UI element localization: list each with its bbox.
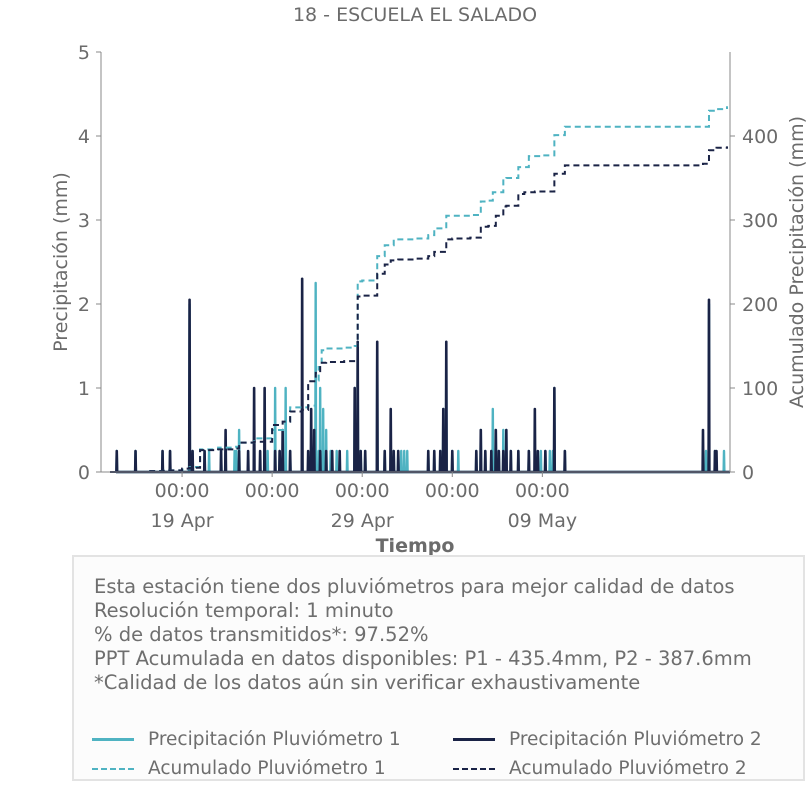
- x-tick-date-label: 29 Apr: [331, 510, 394, 532]
- chart-title: 18 - ESCUELA EL SALADO: [293, 4, 537, 26]
- legend-label-a2: Acumulado Pluviómetro 2: [509, 758, 747, 779]
- y-tick-label: 3: [78, 210, 90, 232]
- plot-area: [110, 106, 730, 474]
- info-line-accumulated: PPT Acumulada en datos disponibles: P1 -…: [94, 647, 752, 670]
- x-tick-date-label: 09 May: [508, 510, 578, 532]
- y-axis-label: Precipitación (mm): [50, 172, 72, 352]
- legend-swatch-a1: [92, 767, 134, 770]
- info-text: Esta estación tiene dos pluviómetros par…: [94, 575, 752, 695]
- info-line-resolution: Resolución temporal: 1 minuto: [94, 599, 394, 622]
- legend-item-p1: Precipitación Pluviómetro 1: [92, 729, 401, 750]
- y2-tick-label: 100: [742, 378, 778, 400]
- info-line-stations: Esta estación tiene dos pluviómetros par…: [94, 575, 735, 598]
- legend-item-p2: Precipitación Pluviómetro 2: [453, 729, 762, 750]
- x-axis-label: Tiempo: [376, 535, 455, 555]
- legend-item-a2: Acumulado Pluviómetro 2: [453, 758, 747, 779]
- series-line-1: [115, 281, 730, 474]
- info-panel: Esta estación tiene dos pluviómetros par…: [72, 555, 805, 781]
- legend-item-a1: Acumulado Pluviómetro 1: [92, 758, 386, 779]
- y2-tick-label: 0: [742, 462, 754, 484]
- series-line-4: [110, 146, 728, 473]
- info-line-transmitted: % de datos transmitidos*: 97.52%: [94, 623, 429, 646]
- legend-swatch-p1: [92, 738, 134, 741]
- axes: 0 1 2 3 4 5 0 100 200 300 400 00:00 19 Apr 00:00 00:00…: [78, 42, 778, 532]
- x-tick-label: 00:00: [155, 480, 210, 502]
- y2-tick-label: 200: [742, 294, 778, 316]
- y-tick-label: 5: [78, 42, 90, 64]
- legend-label-p2: Precipitación Pluviómetro 2: [509, 729, 762, 750]
- y-tick-label: 0: [78, 462, 90, 484]
- legend-swatch-a2: [453, 767, 495, 770]
- x-tick-label: 00:00: [245, 480, 300, 502]
- series-line-3: [110, 106, 728, 473]
- y-tick-label: 1: [78, 378, 90, 400]
- y-tick-label: 2: [78, 294, 90, 316]
- y-tick-label: 4: [78, 126, 90, 148]
- y2-tick-label: 400: [742, 126, 778, 148]
- x-tick-label: 00:00: [335, 480, 390, 502]
- rainfall-chart: 18 - ESCUELA EL SALADO 0 1 2 3 4 5 0 100 200 300 4…: [50, 4, 806, 555]
- info-line-quality-note: *Calidad de los datos aún sin verificar …: [94, 671, 641, 694]
- y2-axis-label: Acumulado Precipitación (mm): [786, 116, 806, 408]
- x-tick-label: 00:00: [515, 480, 570, 502]
- x-tick-label: 00:00: [425, 480, 480, 502]
- y2-tick-label: 300: [742, 210, 778, 232]
- legend-label-p1: Precipitación Pluviómetro 1: [148, 729, 401, 750]
- series-line-2: [115, 277, 730, 474]
- x-tick-date-label: 19 Apr: [151, 510, 214, 532]
- legend-label-a1: Acumulado Pluviómetro 1: [148, 758, 386, 779]
- legend-swatch-p2: [453, 738, 495, 741]
